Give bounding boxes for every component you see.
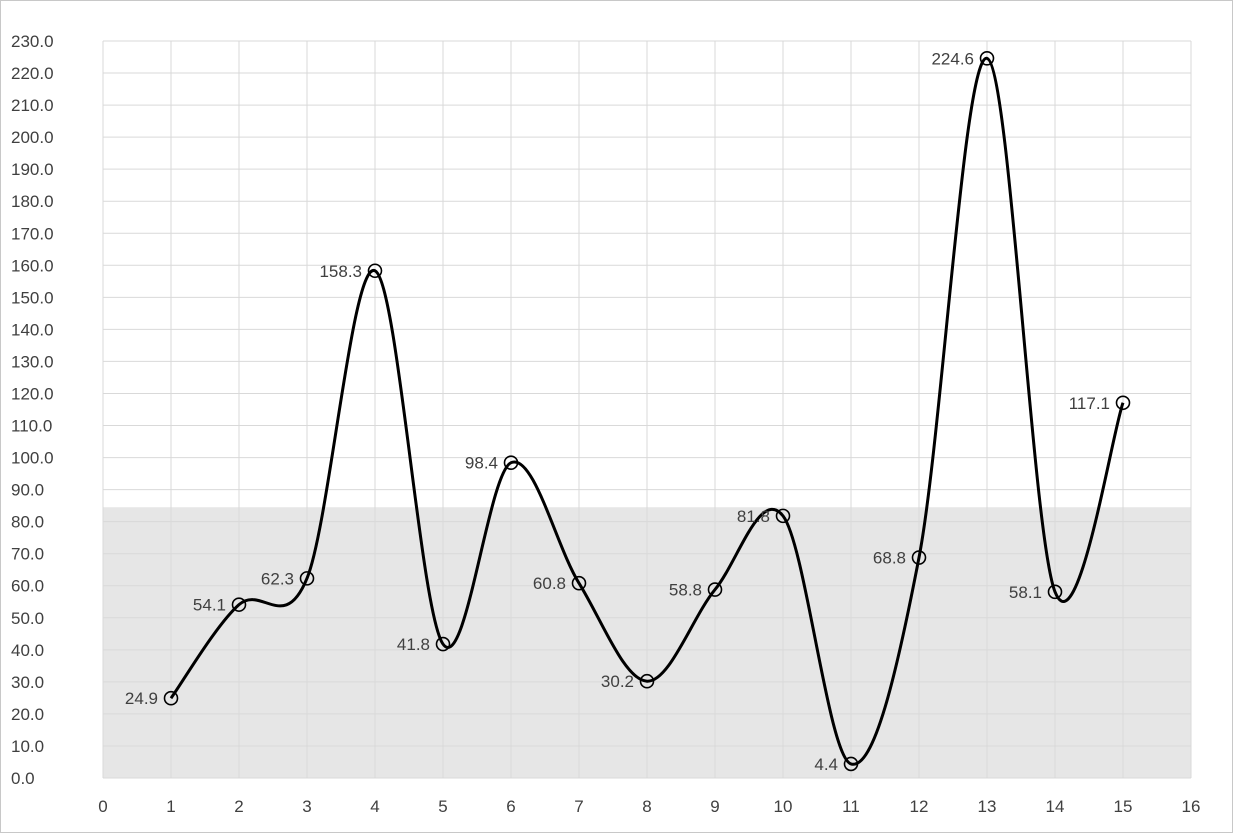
data-label: 60.8 [533,574,566,593]
data-point-marker [775,508,791,524]
data-point-marker [707,582,723,597]
x-tick-label: 14 [1046,797,1065,816]
data-point-marker [299,571,315,586]
series-line [169,56,1125,766]
y-tick-label: 230.0 [11,32,54,51]
data-label: 62.3 [261,569,294,588]
data-point-marker [979,51,995,66]
y-tick-label: 130.0 [11,352,54,371]
data-point-marker [911,550,927,565]
data-label: 58.8 [669,581,702,600]
y-tick-label: 210.0 [11,96,54,115]
data-label: 117.1 [1069,394,1110,413]
data-point-marker [367,263,383,279]
y-tick-label: 30.0 [11,673,44,692]
y-tick-label: 150.0 [11,288,54,307]
y-tick-label: 160.0 [11,256,54,275]
data-point-marker [435,636,451,652]
y-tick-label: 170.0 [11,224,54,243]
data-point-marker [1047,584,1063,600]
data-point-marker [163,690,179,706]
y-tick-label: 180.0 [11,192,54,211]
y-tick-label: 90.0 [11,481,44,500]
x-tick-label: 16 [1182,797,1201,816]
data-label: 24.9 [125,689,158,708]
x-tick-label: 7 [574,797,583,816]
data-point-marker [571,575,587,591]
x-tick-label: 15 [1114,797,1133,816]
data-label: 54.1 [193,596,226,615]
y-tick-label: 120.0 [11,384,54,403]
data-label: 41.8 [397,635,430,654]
x-tick-label: 12 [910,797,929,816]
data-point-marker [503,455,519,470]
data-label: 4.4 [814,755,838,774]
data-label: 81.8 [737,507,770,526]
x-tick-label: 11 [842,797,860,816]
data-label: 224.6 [931,49,974,68]
data-point-marker [1115,395,1131,411]
y-tick-label: 200.0 [11,128,54,147]
x-tick-label: 1 [166,797,175,816]
data-label: 58.1 [1009,583,1042,602]
data-label: 158.3 [319,262,362,281]
x-tick-label: 5 [438,797,447,816]
x-tick-label: 10 [774,797,793,816]
x-tick-label: 0 [98,797,107,816]
y-tick-label: 10.0 [11,737,44,756]
data-point-marker [231,597,247,612]
y-tick-label: 20.0 [11,705,44,724]
y-tick-label: 100.0 [11,449,54,468]
data-label: 98.4 [465,454,498,473]
y-tick-label: 70.0 [11,545,44,564]
y-tick-label: 40.0 [11,641,44,660]
x-tick-label: 9 [710,797,719,816]
y-tick-label: 110.0 [11,417,52,436]
data-point-marker [639,673,655,689]
y-tick-label: 0.0 [11,769,35,788]
y-tick-label: 50.0 [11,609,44,628]
x-tick-label: 13 [978,797,997,816]
y-tick-label: 190.0 [11,160,54,179]
y-tick-label: 80.0 [11,513,44,532]
x-tick-label: 6 [506,797,515,816]
data-label: 30.2 [601,672,634,691]
x-tick-label: 8 [642,797,651,816]
y-tick-label: 140.0 [11,320,54,339]
data-label: 68.8 [873,549,906,568]
y-tick-label: 220.0 [11,64,54,83]
data-point-marker [843,756,859,772]
x-tick-label: 3 [302,797,311,816]
x-tick-label: 2 [234,797,243,816]
y-tick-label: 60.0 [11,577,44,596]
x-tick-label: 4 [370,797,379,816]
